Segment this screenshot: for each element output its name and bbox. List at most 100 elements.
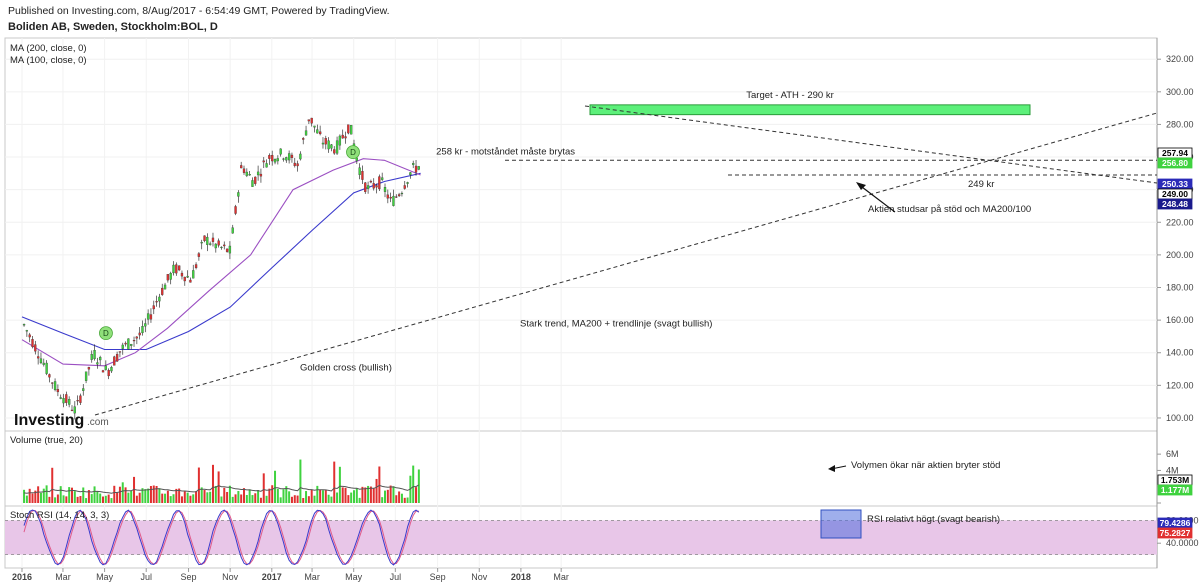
volume-bar [251,495,254,503]
volume-bar [299,459,302,503]
price-tick-label: 200.00 [1166,250,1194,260]
dividend-marker [99,326,113,341]
candle-body [161,288,164,295]
price-tick-label: 180.00 [1166,282,1194,292]
volume-bar [28,488,31,503]
volume-bars [23,459,420,503]
volume-bar [192,494,195,503]
candle-body [214,243,217,249]
volume-bar [336,492,339,503]
volume-bar [169,496,172,503]
time-tick-label: May [345,572,363,582]
price-tick-label: 220.00 [1166,217,1194,227]
volume-bar [93,486,96,503]
volume-bar [398,491,401,503]
candle-body [313,125,316,128]
volume-bar [25,495,28,503]
volume-bar [73,491,76,503]
trendlines [94,105,1158,416]
candle-body [220,246,223,249]
volume-bar [130,490,133,503]
candle-body [400,192,404,195]
volume-bar [313,495,316,503]
volume-bar [265,495,268,503]
candle-body [395,196,398,198]
volume-bar [302,498,305,503]
candle-body [121,344,124,349]
candle-body [200,242,203,244]
volume-bar [417,469,420,503]
volume-bar [375,478,378,503]
volume-bar [113,485,116,503]
volume-bar [48,496,51,503]
candle-body [211,237,215,242]
candle-body [327,140,330,150]
candle-body [276,158,279,162]
candle-body [414,165,418,173]
volume-bar [276,488,279,503]
candle-body [175,264,178,274]
price-tick-label: 140.00 [1166,348,1194,358]
candle-body [115,354,119,362]
candle-body [389,196,392,199]
volume-bar [257,490,260,503]
volume-bar [350,492,353,503]
candle-body [366,185,370,189]
volume-bar [384,490,387,503]
volume-bar [223,487,226,503]
candle-body [383,187,387,192]
candlesticks [22,117,420,420]
volume-bar [175,488,178,503]
volume-bar [186,492,189,503]
volume-bar [285,486,288,503]
volume-bar [327,494,330,503]
price-tick-label: 160.00 [1166,315,1194,325]
volume-bar [268,488,271,503]
volume-bar [400,493,403,503]
candle-body [146,313,150,320]
candle-body [127,338,130,350]
price-tick-label: 320.00 [1166,54,1194,64]
price-tag-label: 256.80 [1162,158,1188,168]
candle-body [42,362,45,365]
ma100-legend: MA (100, close, 0) [10,55,87,66]
volume-bar [127,492,130,503]
volume-bar [147,488,150,503]
volume-bar [330,496,333,503]
volume-pane: Volume (true, 20) Volymen ökar när aktie… [10,435,1193,504]
support-resistance-lines [505,159,1157,176]
time-tick-label: 2016 [12,572,32,582]
time-tick-label: Nov [222,572,239,582]
volume-tag-box [1157,484,1193,496]
volume-bar [279,497,282,503]
volume-bar [228,485,231,503]
candle-body [56,389,60,393]
volume-bar [45,485,48,503]
candle-body [409,172,412,176]
price-tick-label: 280.00 [1166,119,1194,129]
volume-bar [189,495,192,503]
volume-bar [200,487,203,503]
volume-bar [262,473,265,503]
volume-bar [358,497,361,503]
rsi-tag-box [1157,527,1193,539]
volume-bar [237,491,240,503]
price-axis: 100.00 120.00 140.00 160.00 180.00 200.00 220.… [1157,54,1194,423]
volume-bar [341,487,344,503]
volume-bar [62,495,65,503]
downtrend-line [584,105,1158,184]
volume-bar [389,485,392,503]
volume-bar [220,496,223,503]
time-tick-label: Nov [471,572,488,582]
candle-body [225,248,229,252]
candle-body [310,117,313,124]
candle-body [169,273,172,280]
price-tag-label: 249.00 [1162,189,1188,199]
volume-tick-label: 6M [1166,449,1179,459]
candle-body [166,274,170,281]
volume-bar [90,494,93,503]
candle-body [361,171,364,180]
volume-bar [347,495,350,503]
watermark-brand: Investing [14,412,84,429]
